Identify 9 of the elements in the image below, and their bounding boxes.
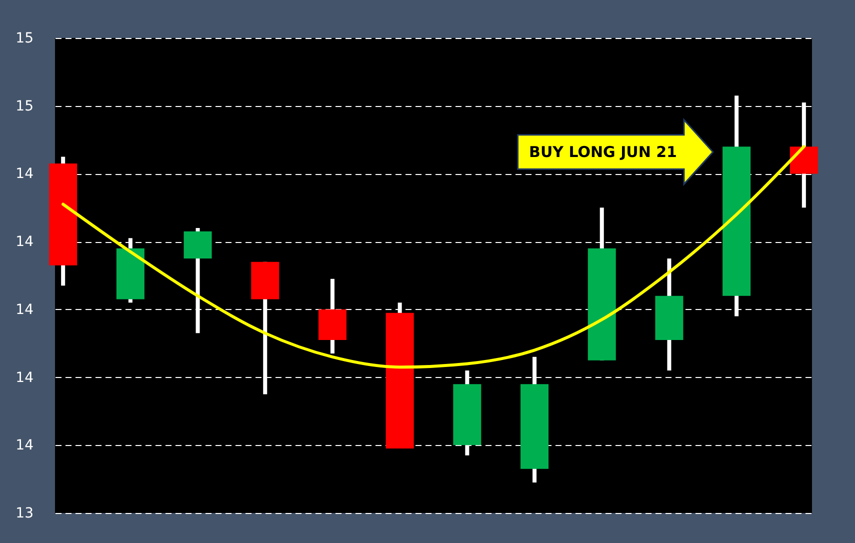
- y-tick-label: 14: [16, 166, 34, 182]
- y-tick-label: 14: [16, 438, 34, 454]
- y-tick-label: 15: [16, 98, 34, 114]
- y-tick-label: 14: [16, 302, 34, 318]
- y-tick-label: 13: [16, 506, 34, 522]
- annotation: BUY LONG JUN 21: [529, 143, 677, 161]
- y-tick-label: 15: [16, 30, 34, 46]
- y-tick-label: 14: [16, 370, 34, 386]
- y-tick-label: 14: [16, 234, 34, 250]
